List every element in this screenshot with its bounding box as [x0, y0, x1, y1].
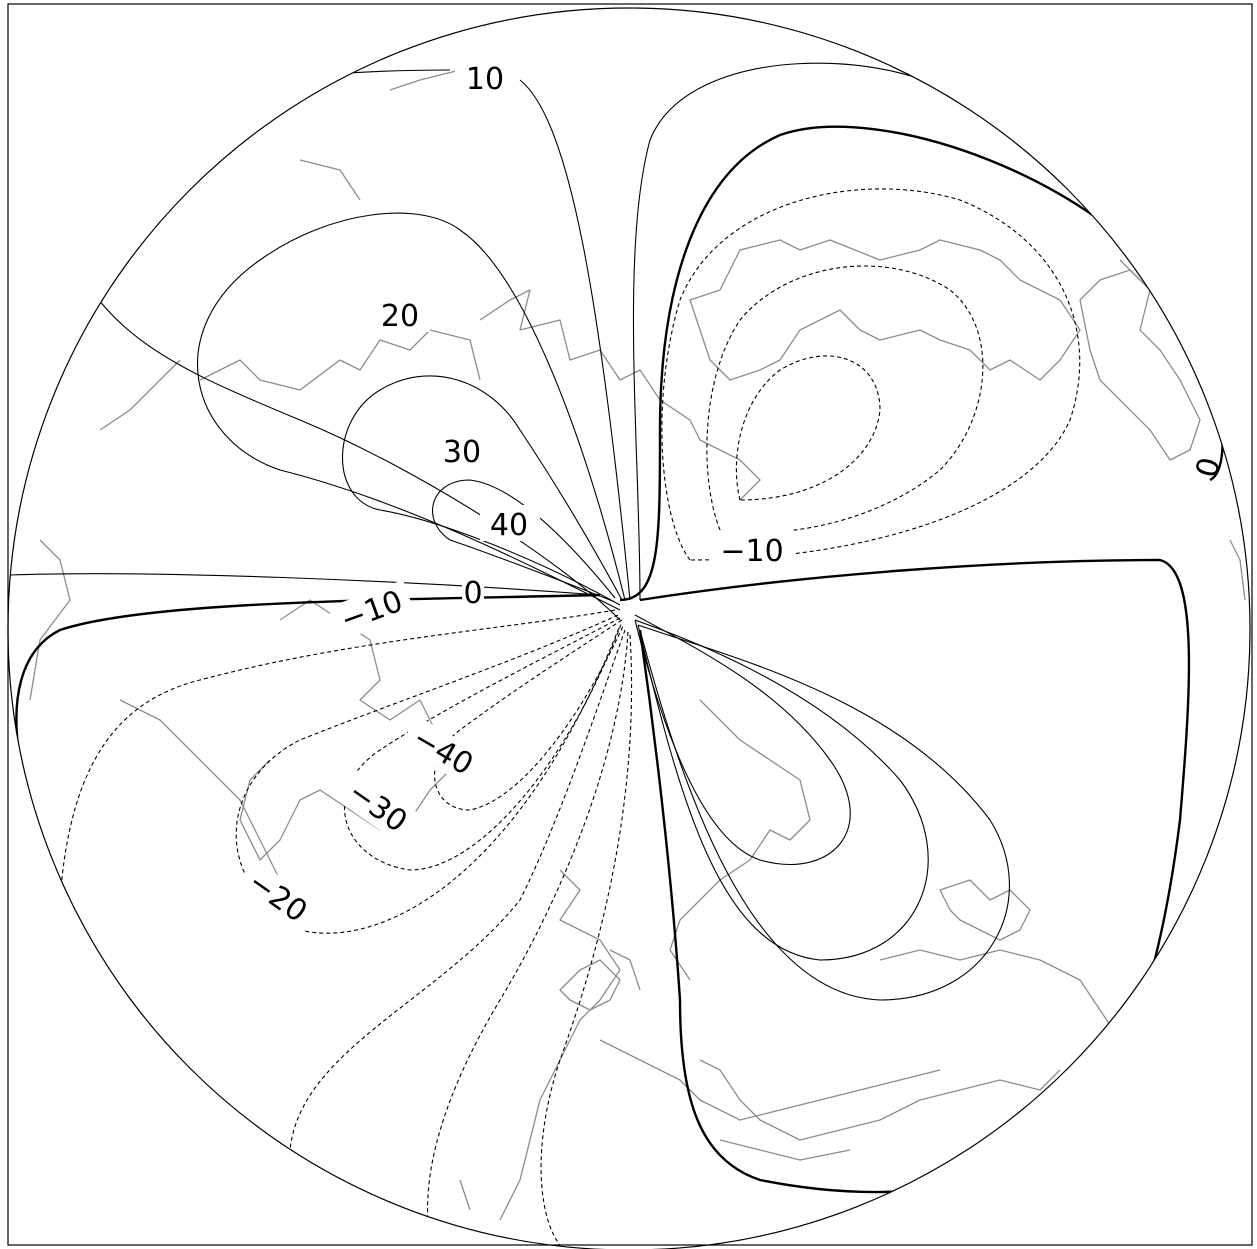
contour-negative-10-greenland	[661, 188, 1081, 561]
contour-positive-lobe-east-2	[634, 619, 929, 961]
contour-positive-40	[432, 479, 616, 603]
contour-negative-south-1	[289, 629, 626, 1151]
contour-positive-10	[59, 69, 631, 621]
contour-label-20-text: 20	[381, 299, 419, 334]
contour-negative-40-west	[434, 619, 625, 811]
contour-label-neg20: −20	[234, 859, 321, 935]
coastlines	[29, 69, 1246, 1221]
coastline-scandinavia	[559, 949, 641, 1011]
plot-frame	[7, 3, 1253, 1246]
contour-positive-west	[9, 573, 601, 596]
contour-label-0-center-text: 0	[463, 576, 482, 611]
coastline-greenland	[689, 239, 1081, 381]
contour-label-30-text: 30	[443, 435, 481, 470]
contours	[9, 62, 1224, 1246]
contour-label-30: 30	[432, 430, 492, 470]
contour-zero-greenland	[619, 125, 1224, 602]
contour-label-20: 20	[370, 294, 430, 334]
contour-label-10-text: 10	[466, 62, 504, 97]
coastline-siberia	[29, 329, 481, 701]
contour-positive-greenland-outer	[632, 62, 961, 601]
coastline-mediterranean	[699, 1059, 1061, 1161]
contour-label-40: 40	[480, 505, 540, 543]
contour-negative-30-west	[343, 617, 623, 871]
contour-positive-20	[197, 212, 626, 611]
contour-label-neg10-west: −10	[327, 580, 416, 642]
contour-negative-20-west	[235, 614, 621, 934]
contour-positive-30	[341, 375, 623, 606]
contour-label-neg10-greenland-text: −10	[720, 534, 783, 569]
contour-labels: 10 20 30 40 0 0 −10 −10	[234, 56, 1228, 935]
contour-label-10: 10	[455, 56, 515, 97]
contour-negative-south-3	[540, 634, 633, 1246]
globe-outline	[7, 7, 1251, 1249]
contour-label-neg30: −30	[334, 769, 421, 845]
contour-negative-10-west	[59, 609, 616, 901]
contour-negative-20-greenland	[706, 265, 984, 534]
contour-label-neg10-greenland: −10	[712, 530, 794, 569]
contour-negative-30-greenland	[735, 355, 881, 501]
contour-positive-lobe-east	[634, 614, 851, 865]
contour-negative-south-2	[427, 631, 629, 1241]
coastline-iceland	[939, 879, 1031, 941]
contour-label-0-center: 0	[462, 576, 484, 611]
contour-positive-lobe-east-3	[637, 624, 1010, 1001]
coastline-europe	[459, 869, 941, 1221]
contour-label-40-text: 40	[490, 508, 528, 543]
coastline-north-america	[299, 69, 761, 501]
coastline-siberia-south	[119, 699, 301, 901]
contour-zero-west	[15, 593, 601, 761]
coastline-arctic-islands	[1079, 269, 1201, 461]
contour-label-neg10-west-text: −10	[336, 584, 407, 639]
coastline-caribbean	[1119, 259, 1246, 601]
